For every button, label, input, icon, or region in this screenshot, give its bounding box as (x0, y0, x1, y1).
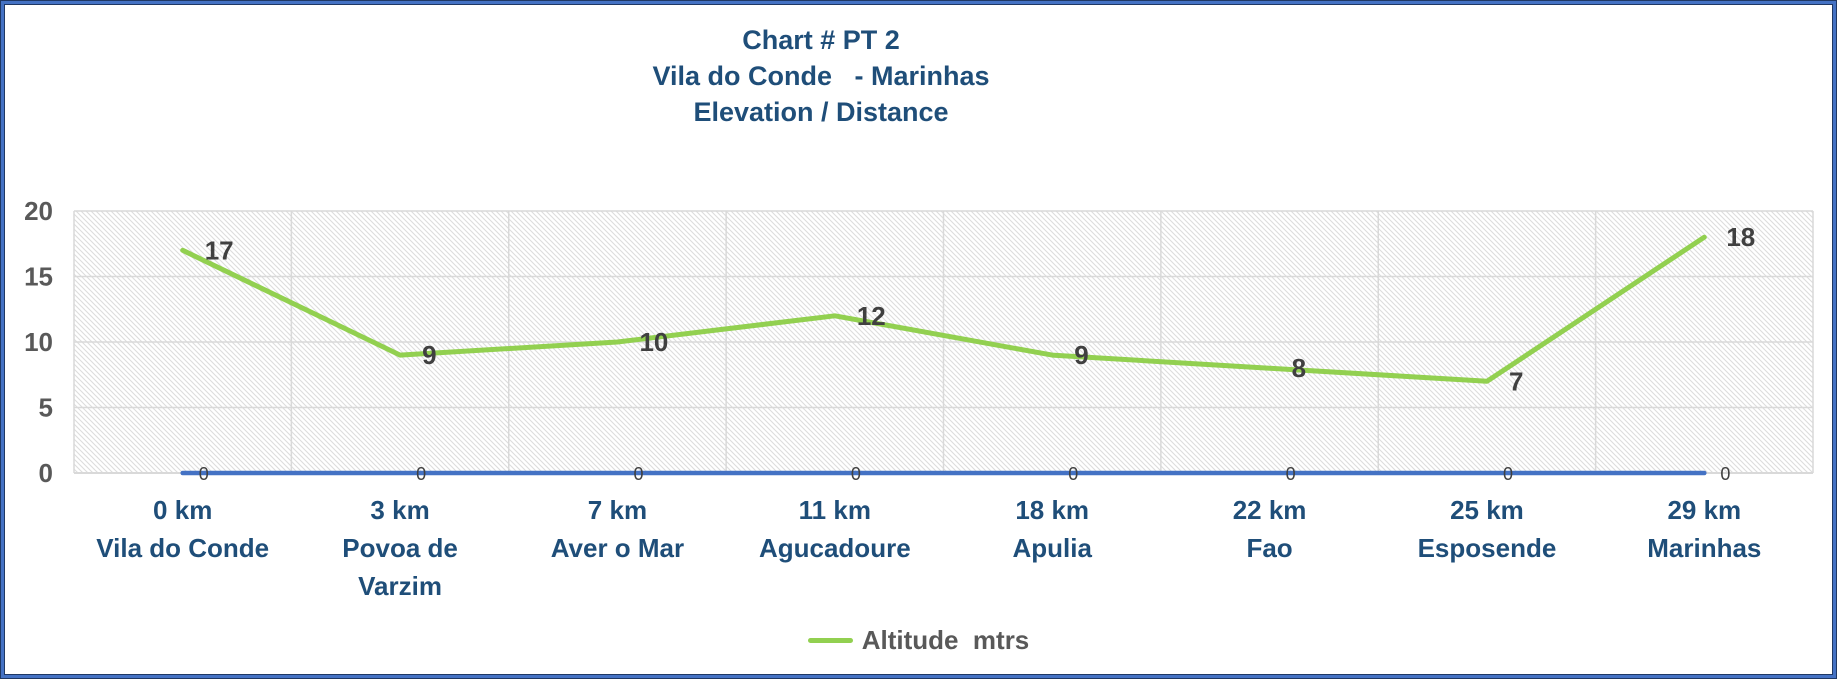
baseline-data-label: 0 (1068, 464, 1078, 484)
altitude-data-label: 17 (205, 235, 234, 265)
legend: Altitude mtrs (1, 625, 1836, 656)
x-category-label-place: Esposende (1418, 533, 1557, 563)
x-category-label-place: Apulia (1012, 533, 1092, 563)
x-category-label-distance: 3 km (370, 495, 429, 525)
baseline-data-label: 0 (633, 464, 643, 484)
altitude-data-label: 18 (1726, 222, 1755, 252)
baseline-data-label: 0 (1286, 464, 1296, 484)
x-category-label-place: Marinhas (1647, 533, 1761, 563)
baseline-data-label: 0 (851, 464, 861, 484)
x-category-label-distance: 7 km (588, 495, 647, 525)
x-category-label-distance: 18 km (1015, 495, 1089, 525)
x-category-label-distance: 11 km (799, 495, 871, 525)
legend-label: Altitude mtrs (861, 625, 1030, 655)
x-category-label-place: Agucadoure (759, 533, 911, 563)
legend-line-swatch (807, 638, 853, 643)
x-category-label-place: Varzim (358, 571, 442, 601)
baseline-data-label: 0 (416, 464, 426, 484)
y-tick-label: 10 (24, 327, 53, 357)
x-category-label-place: Aver o Mar (551, 533, 684, 563)
altitude-data-label: 7 (1509, 366, 1523, 396)
x-category-label-place: Fao (1246, 533, 1292, 563)
baseline-data-label: 0 (199, 464, 209, 484)
x-category-label-distance: 29 km (1667, 495, 1741, 525)
altitude-data-label: 9 (1074, 340, 1088, 370)
chart-title: Chart # PT 2 Vila do Conde - Marinhas El… (1, 22, 1641, 130)
altitude-series-line (180, 234, 1707, 384)
baseline-data-label: 0 (1720, 464, 1730, 484)
x-category-label-distance: 22 km (1233, 495, 1307, 525)
y-tick-label: 5 (39, 393, 53, 423)
chart-title-line-3: Elevation / Distance (693, 97, 949, 127)
x-category-label-place: Povoa de (342, 533, 458, 563)
chart-title-line-1: Chart # PT 2 (742, 25, 900, 55)
y-tick-label: 20 (24, 196, 53, 226)
chart-title-line-2: Vila do Conde - Marinhas (652, 61, 990, 91)
x-category-label-distance: 0 km (153, 495, 212, 525)
altitude-data-label: 12 (857, 301, 886, 331)
x-category-label-distance: 25 km (1450, 495, 1524, 525)
x-category-label-place: Vila do Conde (96, 533, 269, 563)
altitude-data-label: 9 (422, 340, 436, 370)
baseline-data-label: 0 (1503, 464, 1513, 484)
y-tick-label: 0 (39, 458, 53, 488)
y-tick-label: 15 (24, 262, 53, 292)
altitude-data-label: 8 (1292, 353, 1306, 383)
altitude-data-label: 10 (639, 327, 668, 357)
